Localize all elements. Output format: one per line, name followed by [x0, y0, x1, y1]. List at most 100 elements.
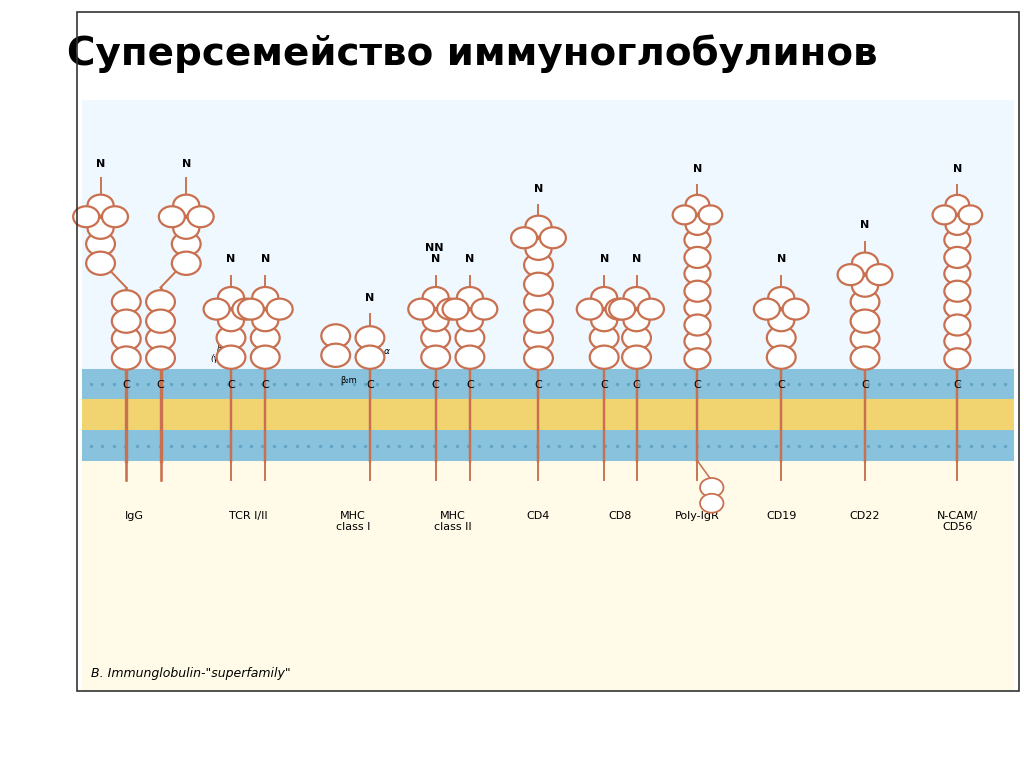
Text: CD8: CD8 — [608, 511, 632, 521]
Circle shape — [322, 324, 350, 348]
Text: N: N — [96, 159, 105, 169]
Circle shape — [355, 346, 384, 369]
Circle shape — [355, 326, 384, 349]
Text: C: C — [953, 380, 962, 390]
Circle shape — [524, 327, 553, 350]
Text: C: C — [466, 380, 474, 390]
Circle shape — [457, 287, 483, 308]
Text: α: α — [425, 349, 431, 358]
Circle shape — [232, 299, 258, 319]
Circle shape — [252, 287, 279, 308]
Circle shape — [146, 290, 175, 313]
Text: NN: NN — [425, 243, 443, 253]
Circle shape — [754, 299, 780, 319]
Circle shape — [767, 326, 796, 349]
Circle shape — [851, 290, 880, 313]
Circle shape — [187, 207, 214, 227]
Circle shape — [524, 290, 553, 313]
Circle shape — [146, 346, 175, 369]
Text: N: N — [632, 254, 641, 264]
Circle shape — [590, 346, 618, 369]
Circle shape — [88, 194, 114, 216]
Circle shape — [540, 227, 566, 248]
Circle shape — [73, 207, 99, 227]
Text: N: N — [431, 254, 440, 264]
Circle shape — [112, 290, 140, 313]
Circle shape — [172, 232, 201, 256]
Circle shape — [944, 297, 971, 318]
Circle shape — [577, 299, 603, 319]
Circle shape — [767, 346, 796, 369]
Text: C: C — [693, 380, 701, 390]
Circle shape — [958, 205, 982, 224]
Text: MHC
class I: MHC class I — [336, 511, 370, 532]
Circle shape — [442, 299, 469, 319]
Text: N: N — [534, 184, 543, 194]
Text: CD19: CD19 — [766, 511, 797, 521]
Circle shape — [88, 218, 114, 239]
Circle shape — [591, 287, 617, 308]
Circle shape — [86, 252, 115, 275]
Circle shape — [684, 315, 711, 336]
Circle shape — [852, 276, 878, 296]
Circle shape — [159, 207, 185, 227]
Text: N: N — [366, 293, 375, 303]
Circle shape — [590, 326, 618, 349]
Circle shape — [768, 310, 795, 331]
Circle shape — [945, 216, 969, 235]
Circle shape — [511, 227, 537, 248]
Text: N: N — [693, 164, 702, 174]
Circle shape — [624, 310, 649, 331]
Circle shape — [609, 299, 635, 319]
Circle shape — [852, 253, 878, 273]
Circle shape — [684, 263, 711, 284]
Circle shape — [456, 346, 484, 369]
Circle shape — [102, 207, 128, 227]
Text: N: N — [226, 254, 236, 264]
Circle shape — [524, 346, 553, 369]
Circle shape — [700, 478, 724, 497]
Bar — [82, 461, 1015, 691]
Text: β
(γ): β (γ) — [210, 343, 221, 363]
Circle shape — [524, 253, 553, 276]
Circle shape — [851, 327, 880, 350]
Circle shape — [217, 326, 246, 349]
Circle shape — [471, 299, 498, 319]
Text: β: β — [474, 349, 479, 358]
Circle shape — [251, 346, 280, 369]
Text: C: C — [432, 380, 439, 390]
Circle shape — [456, 326, 484, 349]
Text: C: C — [861, 380, 869, 390]
Circle shape — [838, 264, 863, 285]
Circle shape — [146, 310, 175, 333]
Circle shape — [945, 195, 969, 214]
Text: CD4: CD4 — [526, 511, 550, 521]
Circle shape — [944, 247, 971, 268]
Circle shape — [252, 310, 279, 331]
Circle shape — [684, 349, 711, 369]
Circle shape — [684, 281, 711, 302]
Circle shape — [944, 281, 971, 302]
Circle shape — [218, 287, 244, 308]
Circle shape — [623, 326, 651, 349]
Circle shape — [204, 299, 229, 319]
Circle shape — [525, 216, 552, 237]
Text: C: C — [123, 380, 130, 390]
Text: α
(δ): α (δ) — [269, 343, 281, 363]
Circle shape — [698, 205, 722, 224]
Text: N: N — [261, 254, 270, 264]
Circle shape — [684, 247, 711, 268]
Text: B. Immunglobulin-"superfamily": B. Immunglobulin-"superfamily" — [91, 667, 291, 680]
Circle shape — [673, 205, 696, 224]
Circle shape — [684, 297, 711, 318]
Circle shape — [423, 287, 449, 308]
Circle shape — [238, 299, 264, 319]
Text: CD22: CD22 — [850, 511, 881, 521]
Circle shape — [851, 310, 880, 333]
Text: β₂m: β₂m — [340, 376, 357, 386]
Circle shape — [524, 310, 553, 333]
Bar — [82, 369, 1015, 399]
Text: N: N — [181, 159, 190, 169]
Text: C: C — [367, 380, 374, 390]
Bar — [82, 430, 1015, 461]
